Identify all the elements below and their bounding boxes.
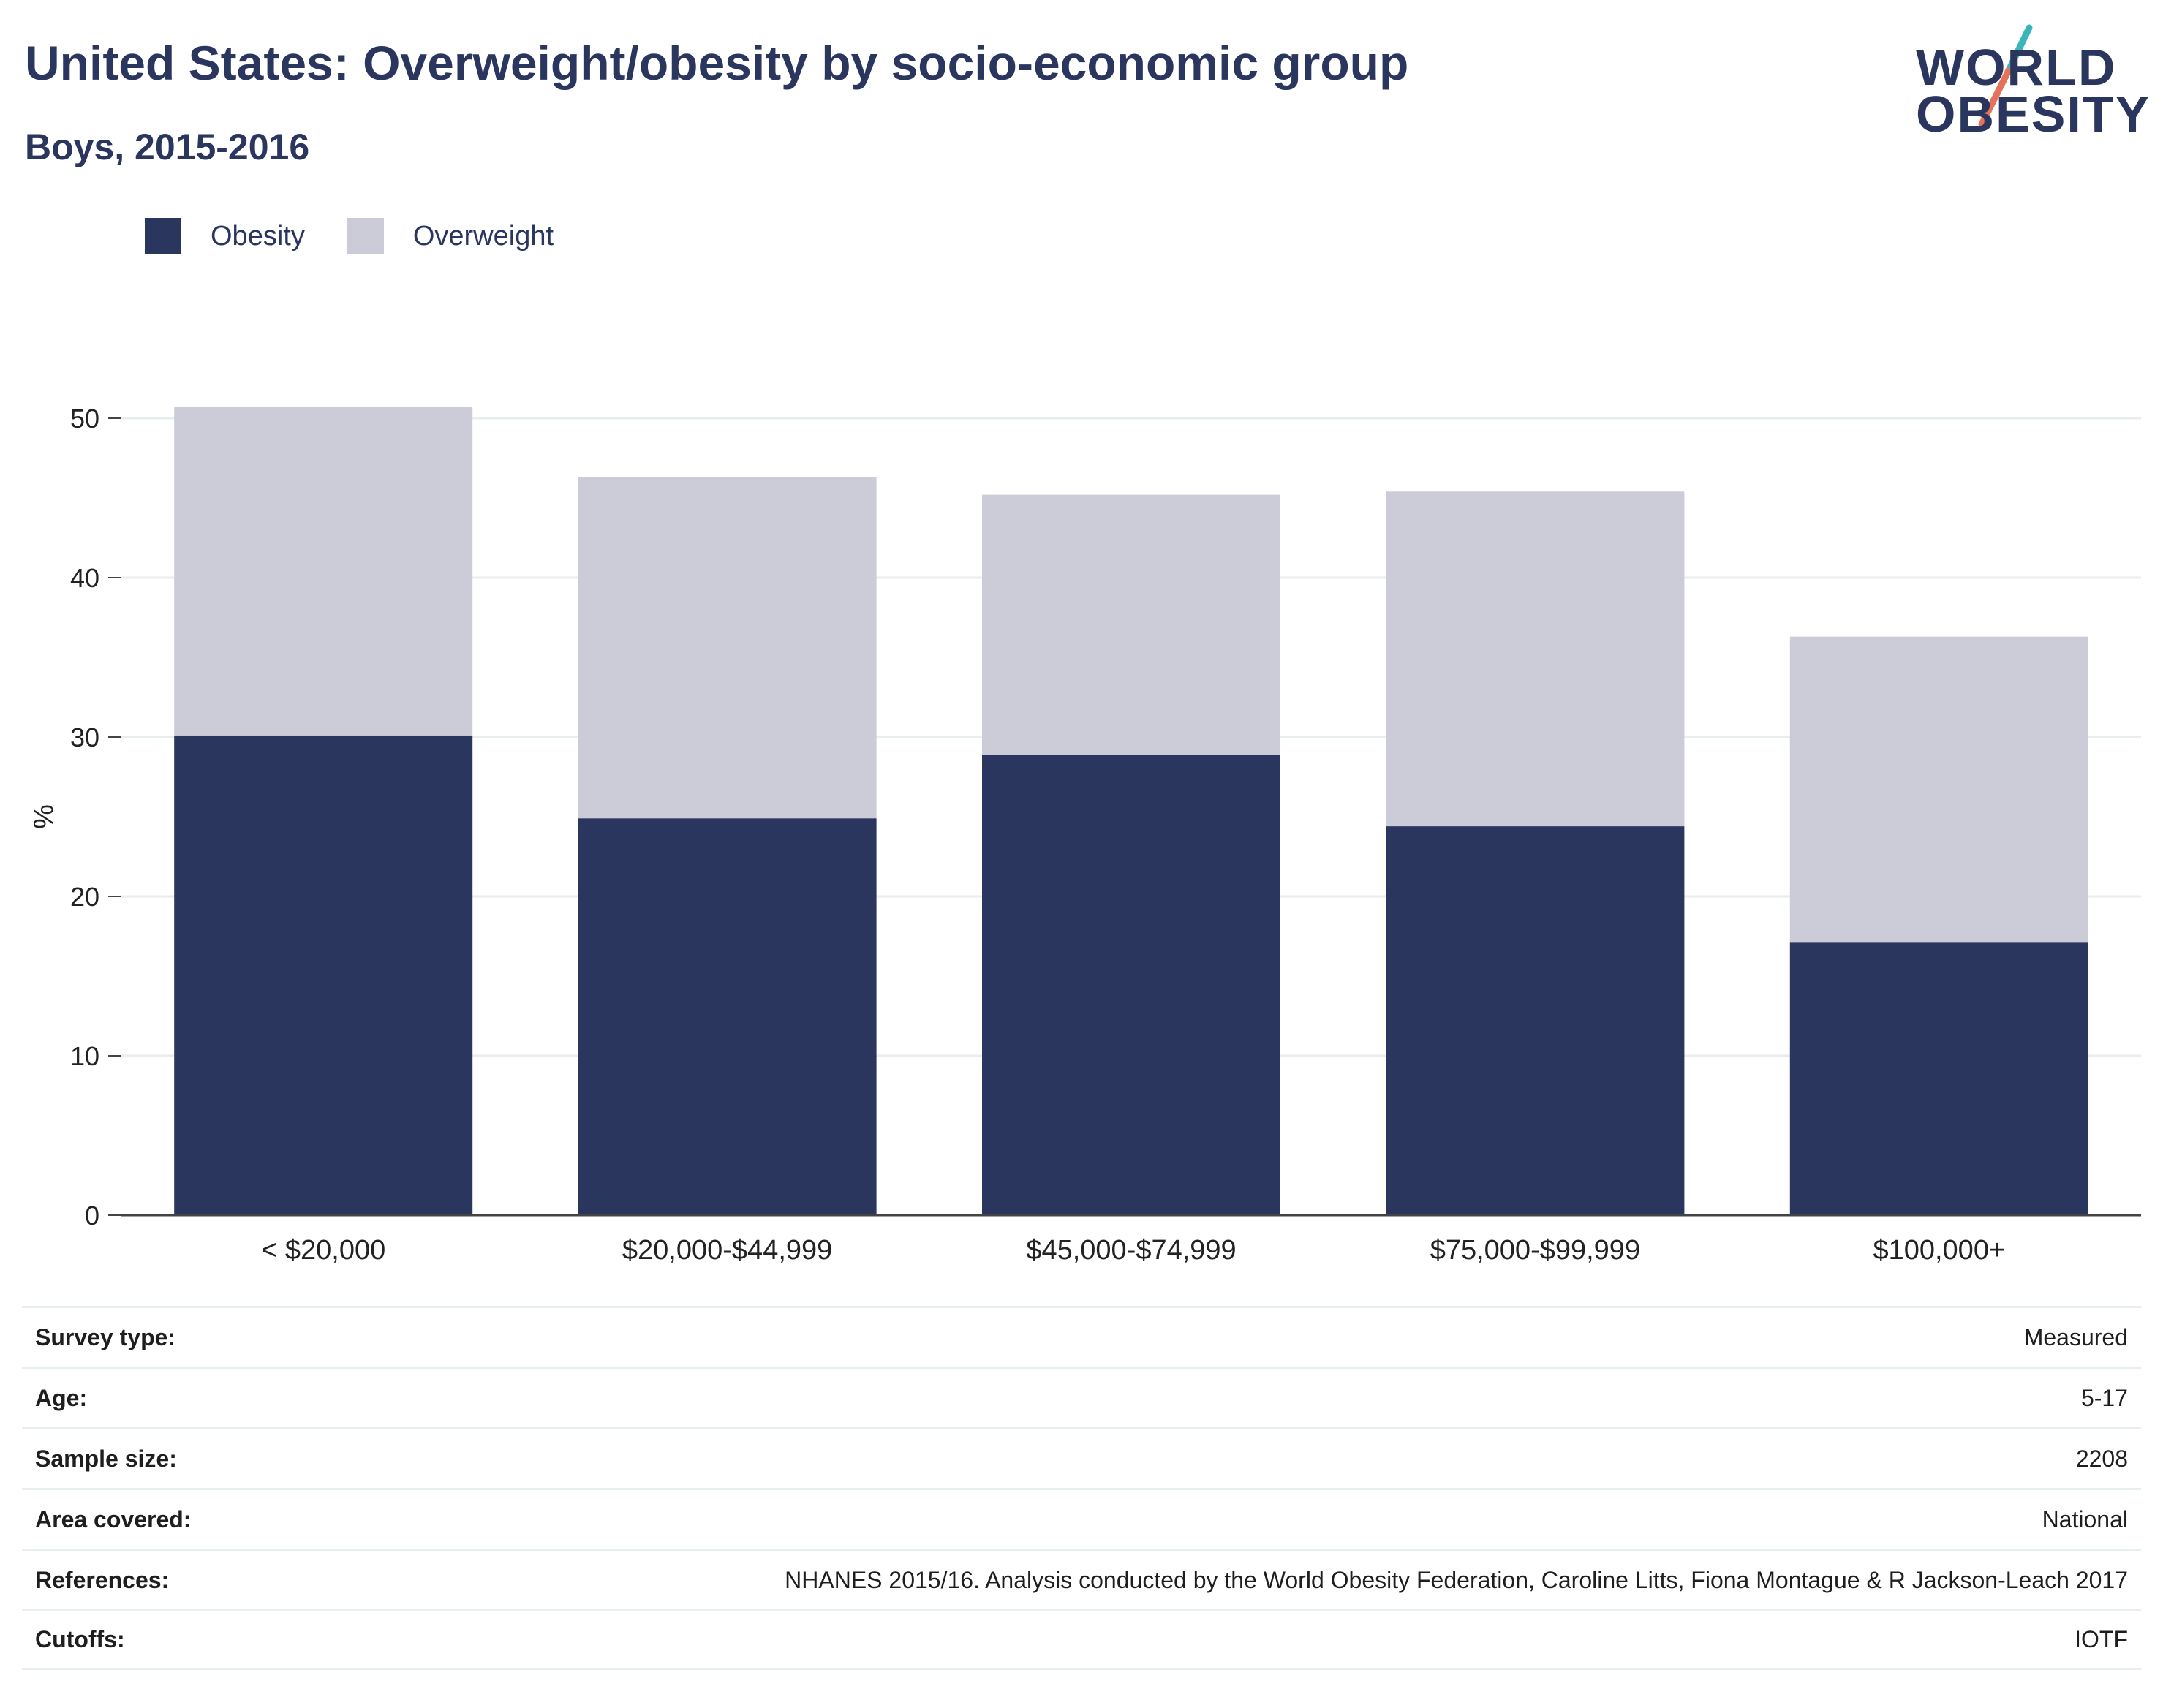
bar-overweight (1789, 636, 2088, 943)
stacked-bar-chart: 0 10 20 30 40 50% < $20,000 $20,000-$44,999 $45,… (29, 404, 2141, 1265)
info-value: 2208 (2075, 1445, 2128, 1472)
bar-obesity (174, 735, 473, 1215)
info-label: Area covered: (35, 1505, 192, 1533)
info-value: IOTF (2075, 1626, 2128, 1652)
info-row-age: Age: 5-17 (22, 1367, 2141, 1427)
bar-obesity (1789, 942, 2088, 1215)
info-row-area-covered: Area covered: National (22, 1488, 2141, 1549)
info-row-references: References: NHANES 2015/16. Analysis con… (22, 1549, 2141, 1609)
bar-overweight (578, 477, 877, 819)
y-tick-label: 0 (85, 1201, 99, 1231)
bar-obesity (578, 818, 877, 1215)
x-tick-label: $75,000-$99,999 (1430, 1235, 1640, 1265)
logo-slash-icon (1978, 24, 2033, 128)
info-value: Measured (2023, 1323, 2128, 1350)
info-label: Cutoffs: (35, 1626, 125, 1652)
legend-swatch-overweight (347, 218, 384, 254)
info-label: Sample size: (35, 1445, 177, 1472)
x-tick-label: $45,000-$74,999 (1026, 1235, 1236, 1265)
chart-legend: Obesity Overweight (145, 218, 596, 254)
bar-overweight (982, 494, 1280, 755)
legend-item-obesity[interactable]: Obesity (145, 218, 305, 254)
y-tick-label: 10 (70, 1041, 99, 1071)
info-value: 5-17 (2080, 1384, 2128, 1411)
legend-label-overweight: Overweight (412, 220, 554, 252)
logo-word-obesity: OBESITY (1916, 86, 2151, 143)
info-label: Survey type: (35, 1323, 176, 1350)
chart-title: United States: Overweight/obesity by soc… (25, 36, 1409, 90)
y-axis-label: % (29, 804, 59, 829)
legend-label-obesity: Obesity (211, 220, 305, 252)
legend-swatch-obesity (145, 218, 181, 254)
y-tick-label: 40 (70, 563, 99, 593)
x-tick-label: $100,000+ (1873, 1235, 2005, 1265)
logo-word-world: WORLD (1916, 39, 2117, 96)
info-label: References: (35, 1566, 170, 1593)
y-tick-label: 50 (70, 404, 99, 434)
info-row-survey-type: Survey type: Measured (22, 1306, 2141, 1367)
info-row-sample-size: Sample size: 2208 (22, 1427, 2141, 1488)
legend-item-overweight[interactable]: Overweight (347, 218, 554, 254)
world-obesity-logo: WORLD OBESITY (1901, 15, 2150, 161)
info-value: National (2042, 1505, 2128, 1533)
info-value: NHANES 2015/16. Analysis conducted by th… (785, 1566, 2128, 1593)
bar-overweight (174, 407, 473, 736)
info-row-cutoffs: Cutoffs: IOTF (22, 1609, 2141, 1670)
bar-obesity (982, 754, 1280, 1215)
survey-info-table: Survey type: Measured Age: 5-17 Sample s… (22, 1306, 2141, 1670)
y-tick-label: 30 (70, 722, 99, 752)
x-tick-label: < $20,000 (261, 1235, 385, 1265)
bar-overweight (1386, 491, 1685, 827)
y-tick-label: 20 (70, 882, 99, 912)
x-tick-label: $20,000-$44,999 (622, 1235, 832, 1265)
bar-obesity (1386, 826, 1685, 1215)
chart-subtitle: Boys, 2015-2016 (25, 126, 310, 167)
info-label: Age: (35, 1384, 88, 1411)
